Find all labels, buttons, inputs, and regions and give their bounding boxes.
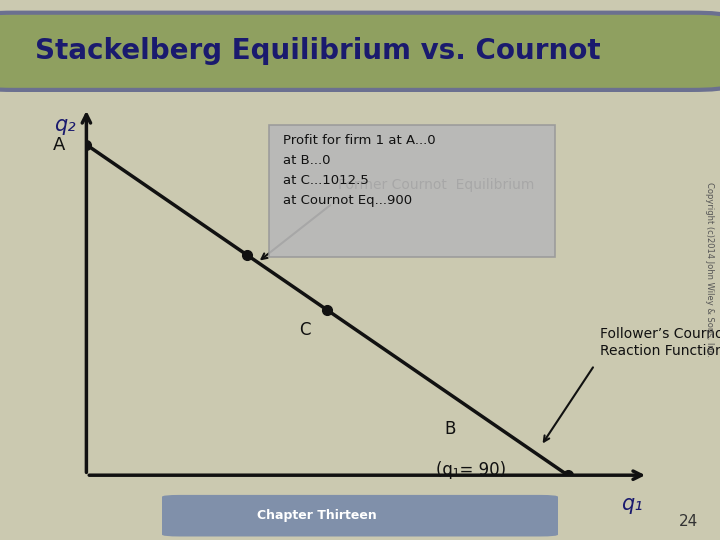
Text: q₂: q₂: [54, 116, 76, 136]
Text: 24: 24: [679, 514, 698, 529]
Text: q₁: q₁: [621, 494, 643, 514]
Text: Profit for firm 1 at A...0
at B...0
at C...1012.5
at Cournot Eq...900: Profit for firm 1 at A...0 at B...0 at C…: [283, 134, 436, 207]
Text: B: B: [444, 421, 456, 438]
Text: Former Cournot  Equilibrium: Former Cournot Equilibrium: [338, 178, 534, 192]
FancyBboxPatch shape: [162, 495, 558, 537]
Text: A: A: [53, 136, 65, 154]
Text: (q₁= 90): (q₁= 90): [436, 461, 507, 478]
Text: Stackelberg Equilibrium vs. Cournot: Stackelberg Equilibrium vs. Cournot: [35, 37, 600, 65]
FancyBboxPatch shape: [269, 125, 555, 256]
FancyBboxPatch shape: [0, 13, 720, 90]
Text: Chapter Thirteen: Chapter Thirteen: [257, 509, 377, 522]
Text: Follower’s Cournot
Reaction Function: Follower’s Cournot Reaction Function: [600, 327, 720, 357]
Text: Copyright (c)2014 John Wiley & Sons, Inc.: Copyright (c)2014 John Wiley & Sons, Inc…: [705, 183, 714, 357]
Text: C: C: [300, 321, 311, 339]
